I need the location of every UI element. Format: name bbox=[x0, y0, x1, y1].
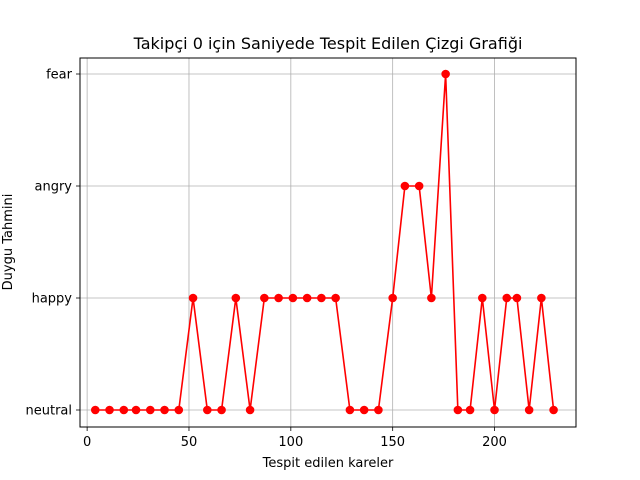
data-point bbox=[359, 405, 369, 415]
data-point bbox=[441, 69, 450, 79]
x-axis: 0 50 100 150 200 bbox=[83, 427, 507, 450]
y-axis: neutral happy angry fear bbox=[26, 68, 80, 419]
data-point bbox=[288, 293, 298, 303]
data-point bbox=[537, 293, 546, 303]
data-point bbox=[231, 293, 241, 303]
x-tick-label: 200 bbox=[482, 435, 507, 450]
data-point bbox=[524, 405, 534, 415]
data-point bbox=[119, 405, 129, 415]
data-point bbox=[217, 405, 226, 415]
data-point bbox=[400, 181, 410, 191]
x-axis-title: Tespit edilen kareler bbox=[262, 456, 394, 471]
marker-layer bbox=[90, 69, 558, 415]
chart-title: Takipçi 0 için Saniyede Tespit Edilen Çi… bbox=[133, 34, 523, 53]
y-tick-label: fear bbox=[46, 68, 73, 83]
x-tick-label: 100 bbox=[278, 435, 303, 450]
data-point bbox=[145, 405, 155, 415]
data-point bbox=[453, 405, 463, 415]
x-tick-label: 0 bbox=[83, 435, 91, 450]
data-point bbox=[512, 293, 522, 303]
data-point bbox=[465, 405, 475, 415]
x-tick-label: 150 bbox=[380, 435, 405, 450]
data-point bbox=[174, 405, 184, 415]
data-point bbox=[245, 405, 255, 415]
plot-frame bbox=[79, 57, 577, 428]
data-point bbox=[414, 181, 424, 191]
data-point bbox=[345, 405, 355, 415]
data-point bbox=[317, 293, 326, 303]
data-point bbox=[105, 405, 114, 415]
data-point bbox=[160, 405, 169, 415]
data-point bbox=[203, 405, 212, 415]
y-tick-label: neutral bbox=[26, 404, 73, 419]
data-point bbox=[90, 405, 100, 415]
data-point bbox=[477, 293, 487, 303]
data-point bbox=[188, 293, 198, 303]
data-point bbox=[302, 293, 312, 303]
data-point bbox=[427, 293, 436, 303]
data-point bbox=[549, 405, 558, 415]
data-point bbox=[388, 293, 397, 303]
y-tick-label: angry bbox=[35, 180, 73, 195]
data-point bbox=[490, 405, 499, 415]
data-point bbox=[502, 293, 512, 303]
data-point bbox=[274, 293, 283, 303]
data-point bbox=[131, 405, 141, 415]
data-point bbox=[331, 293, 340, 303]
x-tick-label: 50 bbox=[181, 435, 198, 450]
data-point bbox=[374, 405, 383, 415]
y-axis-title: Duygu Tahmini bbox=[1, 194, 16, 291]
data-point bbox=[260, 293, 269, 303]
y-tick-label: happy bbox=[32, 292, 73, 307]
